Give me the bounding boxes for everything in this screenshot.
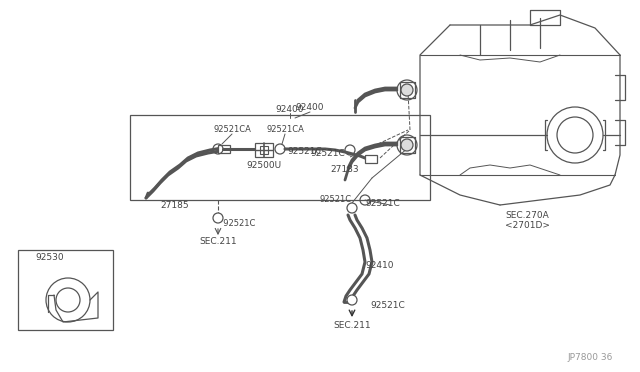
- Bar: [218, 145, 230, 153]
- Text: 92521CA: 92521CA: [266, 125, 304, 135]
- Bar: [255, 143, 273, 157]
- Text: 27185: 27185: [161, 201, 189, 209]
- Text: JP7800 36: JP7800 36: [567, 353, 612, 362]
- Circle shape: [213, 213, 223, 223]
- Text: 92410: 92410: [365, 260, 394, 269]
- Bar: [130, 115, 430, 200]
- Bar: [18, 250, 113, 330]
- Text: SEC.211: SEC.211: [199, 237, 237, 247]
- Text: <2701D>: <2701D>: [504, 221, 550, 231]
- Text: SEC.270A: SEC.270A: [505, 211, 549, 219]
- Text: 27183: 27183: [331, 166, 359, 174]
- Circle shape: [401, 139, 413, 151]
- Text: 92521C: 92521C: [320, 196, 352, 205]
- Text: 92530: 92530: [36, 253, 64, 263]
- Text: 92521C: 92521C: [310, 150, 346, 158]
- Circle shape: [347, 295, 357, 305]
- Text: 92500U: 92500U: [246, 160, 282, 170]
- Circle shape: [401, 84, 413, 96]
- Text: 92521C: 92521C: [365, 199, 400, 208]
- Text: SEC.211: SEC.211: [333, 321, 371, 330]
- Text: 92521CA: 92521CA: [213, 125, 251, 135]
- Text: 92400: 92400: [276, 106, 304, 115]
- Text: 92400: 92400: [296, 103, 324, 112]
- Bar: [365, 155, 377, 163]
- Text: 92521C: 92521C: [370, 301, 404, 310]
- Text: 92521C: 92521C: [287, 148, 323, 157]
- Circle shape: [347, 203, 357, 213]
- Bar: [260, 146, 268, 154]
- Text: 92521C: 92521C: [218, 218, 255, 228]
